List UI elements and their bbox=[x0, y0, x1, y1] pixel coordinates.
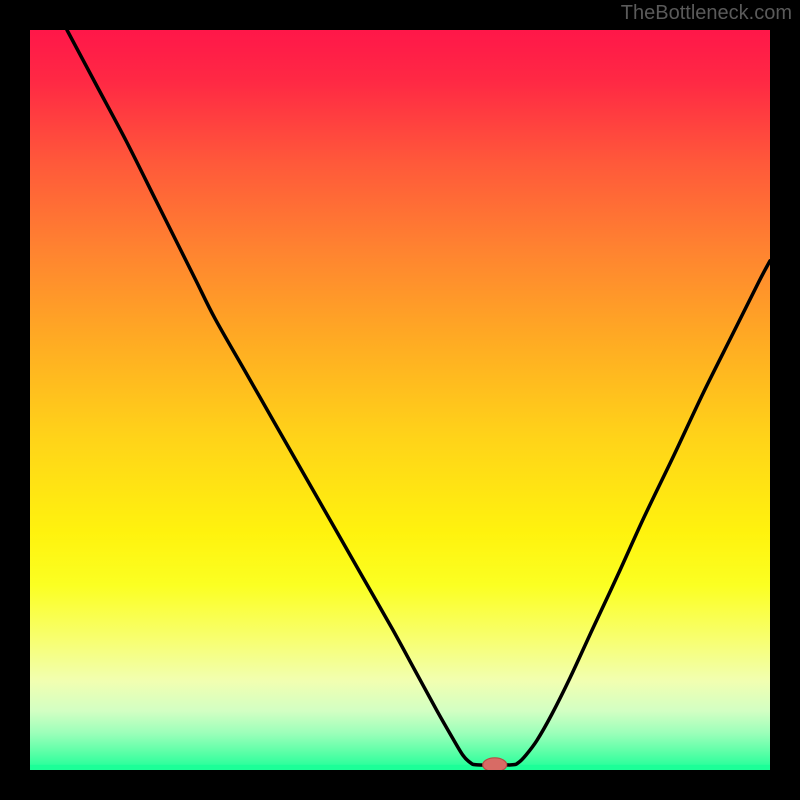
bottleneck-chart bbox=[30, 30, 770, 770]
chart-plot-area bbox=[30, 30, 770, 770]
baseline-strip bbox=[30, 765, 770, 770]
watermark-text: TheBottleneck.com bbox=[621, 2, 792, 25]
gradient-background bbox=[30, 30, 770, 770]
optimum-marker bbox=[483, 758, 507, 770]
